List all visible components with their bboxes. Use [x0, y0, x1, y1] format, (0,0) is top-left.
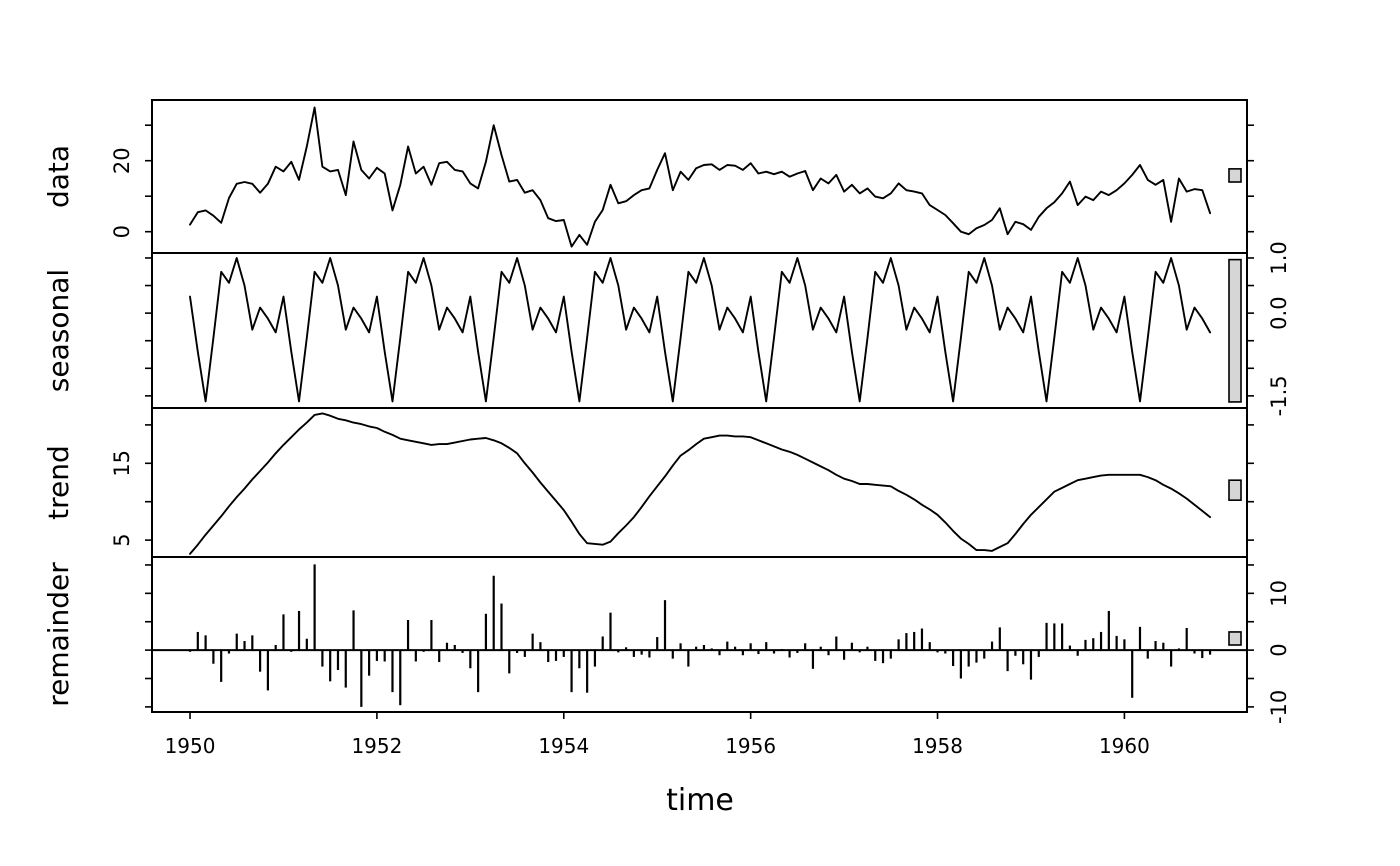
y-tick-label-data: 0 — [110, 225, 134, 238]
x-tick-label: 1956 — [725, 734, 776, 758]
scale-bar-trend — [1228, 479, 1242, 501]
panel-title-remainder: remainder — [42, 562, 75, 707]
scale-bar-remainder — [1228, 631, 1242, 646]
panel-title-trend: trend — [42, 445, 75, 520]
y-tick-label-remainder: -10 — [1267, 690, 1291, 724]
x-tick-label: 1950 — [165, 734, 216, 758]
panel-title-data: data — [42, 145, 75, 208]
x-axis-title: time — [666, 783, 734, 818]
data-series-line — [189, 106, 1212, 248]
x-tick-label: 1958 — [912, 734, 963, 758]
series-lines — [189, 106, 1212, 555]
y-tick-label-seasonal: 1.0 — [1267, 241, 1291, 274]
axis-labels: 0 20 data 1.0 0.0 -1.5 seasonal 5 15 trend -10 0 10 r… — [42, 145, 1291, 758]
y-tick-label-seasonal: 0.0 — [1267, 296, 1291, 329]
scale-bar-seasonal — [1228, 258, 1242, 403]
y-tick-label-data: 20 — [110, 147, 134, 174]
scale-bars — [1228, 168, 1242, 646]
scale-bar-data — [1228, 168, 1242, 183]
seasonal-series-line — [189, 257, 1212, 403]
panel-borders — [151, 99, 1248, 713]
y-tick-label-remainder: 0 — [1267, 643, 1291, 656]
y-tick-label-seasonal: -1.5 — [1267, 375, 1291, 416]
axis-ticks — [145, 124, 1254, 719]
x-tick-label: 1960 — [1099, 734, 1150, 758]
y-tick-label-remainder: 10 — [1267, 580, 1291, 607]
x-tick-label: 1952 — [351, 734, 402, 758]
y-tick-label-trend: 5 — [110, 533, 134, 546]
x-tick-label: 1954 — [538, 734, 589, 758]
trend-series-line — [189, 412, 1212, 555]
panel-border-remainder — [151, 556, 1248, 713]
panel-title-seasonal: seasonal — [42, 269, 75, 392]
y-tick-label-trend: 15 — [110, 450, 134, 477]
remainder-bars — [152, 564, 1247, 707]
